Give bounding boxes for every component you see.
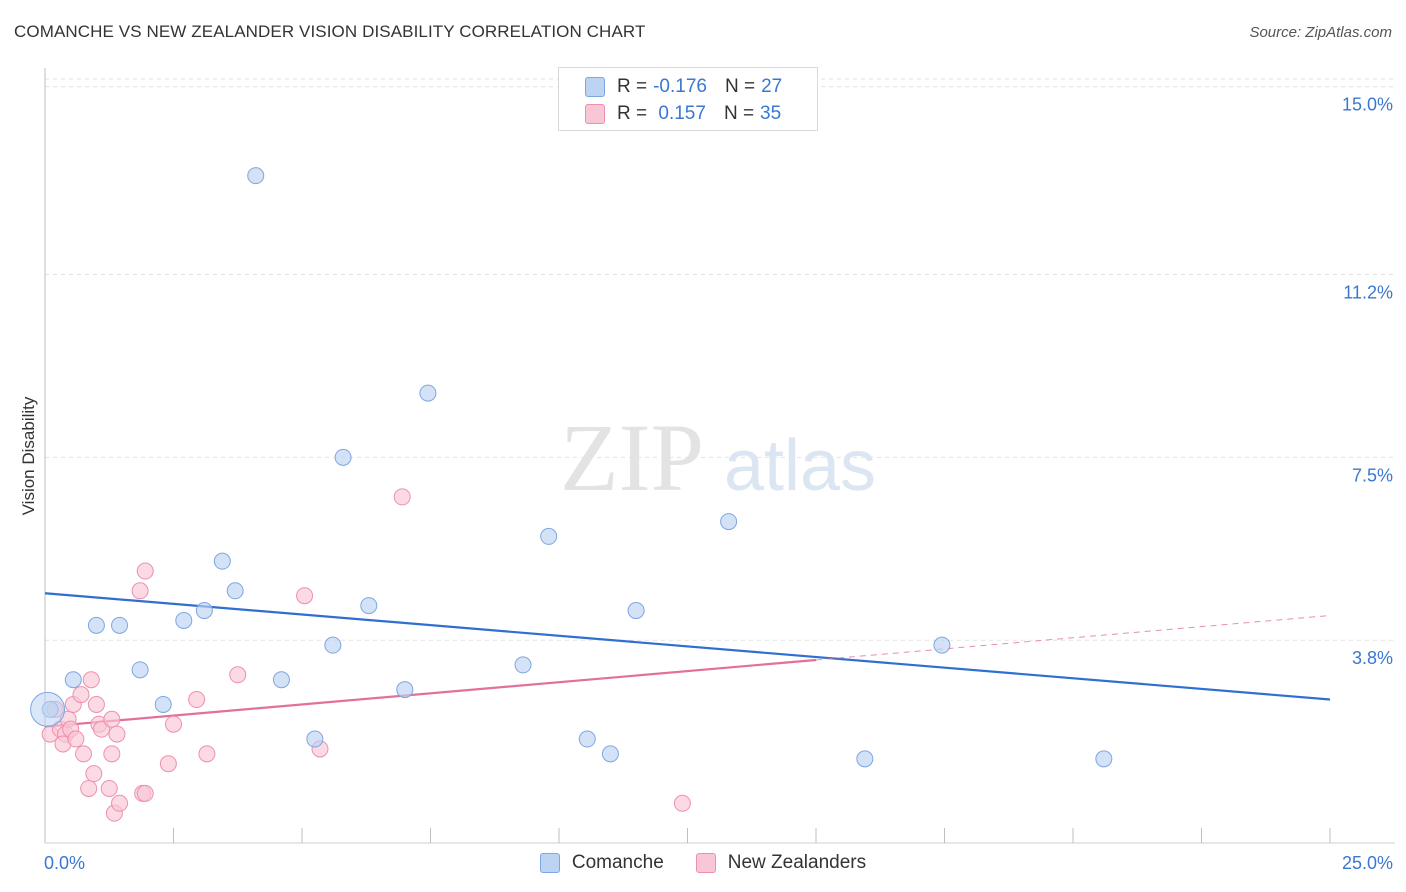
- watermark-zip: ZIP: [560, 404, 704, 511]
- trend-line-comanche: [44, 592, 1331, 701]
- point-new-zealanders: [198, 745, 216, 763]
- grid-layer: [45, 78, 1395, 641]
- trend-layer: [44, 592, 1331, 728]
- source-label: Source: ZipAtlas.com: [1249, 24, 1392, 41]
- point-comanche: [306, 730, 324, 748]
- series-legend: Comanche New Zealanders: [0, 852, 1406, 874]
- legend-r-label: R =: [617, 76, 648, 97]
- point-comanche: [627, 602, 645, 620]
- series-label-comanche: Comanche: [571, 852, 664, 873]
- point-comanche: [226, 582, 244, 600]
- legend-swatch-new-zealanders: [585, 104, 605, 124]
- series-legend-comanche[interactable]: Comanche: [539, 852, 664, 874]
- legend-n-label: N =: [723, 103, 755, 124]
- point-new-zealanders: [108, 725, 126, 743]
- y-tick-label: 15.0%: [1342, 95, 1393, 115]
- point-comanche: [720, 513, 738, 531]
- trend-line-new-zealanders-extension: [815, 614, 1331, 661]
- x-tick-label: 25.0%: [1342, 853, 1393, 873]
- point-new-zealanders: [136, 562, 154, 580]
- point-comanche: [360, 597, 378, 615]
- point-new-zealanders: [103, 745, 121, 763]
- point-new-zealanders: [229, 666, 247, 684]
- watermark: ZIP atlas: [560, 404, 876, 511]
- point-comanche: [514, 656, 532, 674]
- point-comanche: [213, 552, 231, 570]
- x-tick-label: 0.0%: [44, 853, 85, 873]
- point-new-zealanders: [75, 745, 93, 763]
- legend-r-label: R =: [617, 103, 648, 124]
- y-tick-label: 3.8%: [1352, 648, 1393, 668]
- point-new-zealanders: [87, 695, 105, 713]
- point-new-zealanders: [296, 587, 314, 605]
- point-new-zealanders: [103, 710, 121, 728]
- point-comanche: [131, 661, 149, 679]
- points-layer: [30, 167, 1113, 822]
- point-comanche: [396, 681, 414, 699]
- point-new-zealanders: [85, 765, 103, 783]
- point-new-zealanders: [82, 671, 100, 689]
- point-comanche: [578, 730, 596, 748]
- point-comanche: [933, 636, 951, 654]
- series-swatch-new-zealanders: [695, 853, 716, 873]
- point-comanche: [334, 448, 352, 466]
- legend-r-value: 0.157: [653, 103, 706, 124]
- point-comanche-cluster: [30, 691, 66, 727]
- legend-n-value: 35: [760, 103, 782, 124]
- y-tick-label: 7.5%: [1352, 465, 1393, 485]
- point-comanche: [175, 611, 193, 629]
- point-comanche: [111, 616, 129, 634]
- point-new-zealanders: [111, 794, 129, 812]
- point-new-zealanders: [159, 755, 177, 773]
- point-new-zealanders: [165, 715, 182, 733]
- correlation-legend: R = -0.176 N = 27 R = 0.157 N = 35: [558, 67, 818, 131]
- point-new-zealanders: [136, 784, 154, 802]
- legend-swatch-comanche: [585, 77, 605, 97]
- point-comanche: [540, 527, 558, 545]
- legend-row-new-zealanders: R = 0.157 N = 35: [585, 102, 781, 126]
- legend-n-label: N =: [724, 76, 756, 97]
- point-comanche: [324, 636, 342, 654]
- point-comanche: [195, 602, 213, 620]
- axis-layer: [44, 68, 1395, 844]
- point-new-zealanders: [131, 582, 149, 600]
- legend-row-comanche: R = -0.176 N = 27: [585, 75, 782, 99]
- y-axis-label: Vision Disability: [19, 396, 38, 515]
- point-comanche: [154, 695, 172, 713]
- point-comanche: [247, 167, 265, 185]
- legend-r-value: -0.176: [653, 76, 707, 97]
- tick-label-layer: 3.8% 7.5% 11.2% 15.0% 0.0% 25.0%: [44, 95, 1393, 873]
- point-new-zealanders: [93, 720, 111, 738]
- chart-title: COMANCHE VS NEW ZEALANDER VISION DISABIL…: [14, 22, 646, 41]
- series-legend-new-zealanders[interactable]: New Zealanders: [695, 852, 867, 874]
- series-label-new-zealanders: New Zealanders: [727, 852, 867, 873]
- point-comanche: [64, 671, 82, 689]
- point-comanche: [1095, 750, 1113, 768]
- y-tick-label: 11.2%: [1343, 283, 1393, 303]
- point-comanche: [856, 750, 874, 768]
- point-new-zealanders: [80, 779, 98, 797]
- legend-n-value: 27: [761, 76, 783, 97]
- point-comanche: [601, 745, 619, 763]
- point-comanche: [87, 616, 105, 634]
- series-swatch-comanche: [539, 853, 560, 873]
- point-new-zealanders: [100, 779, 118, 797]
- point-new-zealanders: [393, 488, 411, 506]
- point-comanche: [272, 671, 290, 689]
- point-new-zealanders: [67, 730, 85, 748]
- point-new-zealanders: [188, 691, 206, 709]
- trend-line-new-zealanders: [44, 658, 817, 728]
- watermark-atlas: atlas: [724, 426, 876, 506]
- point-new-zealanders: [673, 794, 691, 812]
- point-new-zealanders: [72, 686, 90, 704]
- point-comanche: [419, 384, 437, 402]
